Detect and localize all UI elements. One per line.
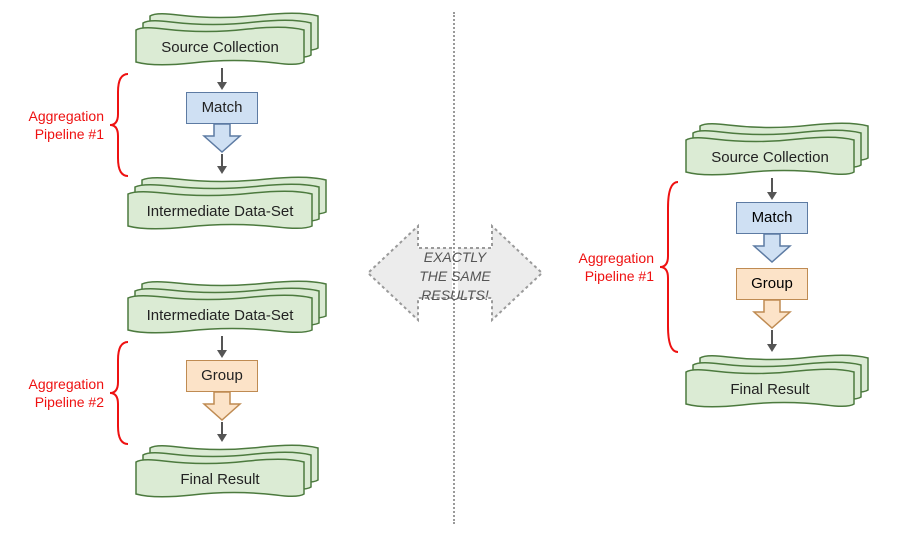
left-p2-group-stage: Group bbox=[186, 360, 258, 392]
center-text-l3: RESULTS! bbox=[421, 287, 488, 303]
right-output-label: Final Result bbox=[730, 381, 810, 398]
left-p1-arrow2 bbox=[214, 152, 230, 176]
right-output-stack: Final Result bbox=[680, 354, 876, 417]
right-match-label: Match bbox=[752, 209, 793, 226]
right-match-stage: Match bbox=[736, 202, 808, 234]
center-text-l1: EXACTLY bbox=[424, 249, 487, 265]
center-text-l2: THE SAME bbox=[419, 268, 491, 284]
right-brace bbox=[656, 178, 684, 356]
right-label: Aggregation Pipeline #1 bbox=[564, 250, 654, 285]
right-group-label: Group bbox=[751, 275, 793, 292]
right-group-stage: Group bbox=[736, 268, 808, 300]
left-p1-blockarrow bbox=[200, 122, 244, 156]
left-p1-label: Aggregation Pipeline #1 bbox=[14, 108, 104, 143]
right-arrow2 bbox=[764, 328, 780, 354]
left-p1-label-l2: Pipeline #1 bbox=[35, 126, 104, 142]
left-p2-group-label: Group bbox=[201, 367, 243, 384]
left-p2-arrow1 bbox=[214, 334, 230, 360]
left-p1-match-label: Match bbox=[202, 99, 243, 116]
left-p1-source-label: Source Collection bbox=[161, 39, 279, 56]
left-p2-label-l1: Aggregation bbox=[28, 376, 104, 392]
left-p2-output-stack: Final Result bbox=[130, 444, 326, 507]
left-p1-output-stack: Intermediate Data-Set bbox=[122, 176, 334, 239]
left-p2-arrow2 bbox=[214, 420, 230, 444]
right-source-label: Source Collection bbox=[711, 149, 829, 166]
right-blockarrow1 bbox=[750, 232, 794, 266]
left-p2-blockarrow bbox=[200, 390, 244, 424]
right-label-l1: Aggregation bbox=[578, 250, 654, 266]
left-p2-brace bbox=[106, 338, 134, 448]
left-p2-source-label: Intermediate Data-Set bbox=[147, 307, 295, 324]
left-p1-output-label: Intermediate Data-Set bbox=[147, 203, 295, 220]
left-p2-output-label: Final Result bbox=[180, 471, 260, 488]
right-blockarrow2 bbox=[750, 298, 794, 332]
left-p1-label-l1: Aggregation bbox=[28, 108, 104, 124]
left-p2-label: Aggregation Pipeline #2 bbox=[14, 376, 104, 411]
left-p1-match-stage: Match bbox=[186, 92, 258, 124]
diagram-canvas: Source Collection Match Intermediate Dat… bbox=[0, 0, 910, 534]
right-arrow1 bbox=[764, 176, 780, 202]
left-p1-arrow1 bbox=[214, 66, 230, 92]
right-label-l2: Pipeline #1 bbox=[585, 268, 654, 284]
center-text: EXACTLY THE SAME RESULTS! bbox=[414, 248, 496, 305]
left-p1-brace bbox=[106, 70, 134, 180]
left-p2-label-l2: Pipeline #2 bbox=[35, 394, 104, 410]
